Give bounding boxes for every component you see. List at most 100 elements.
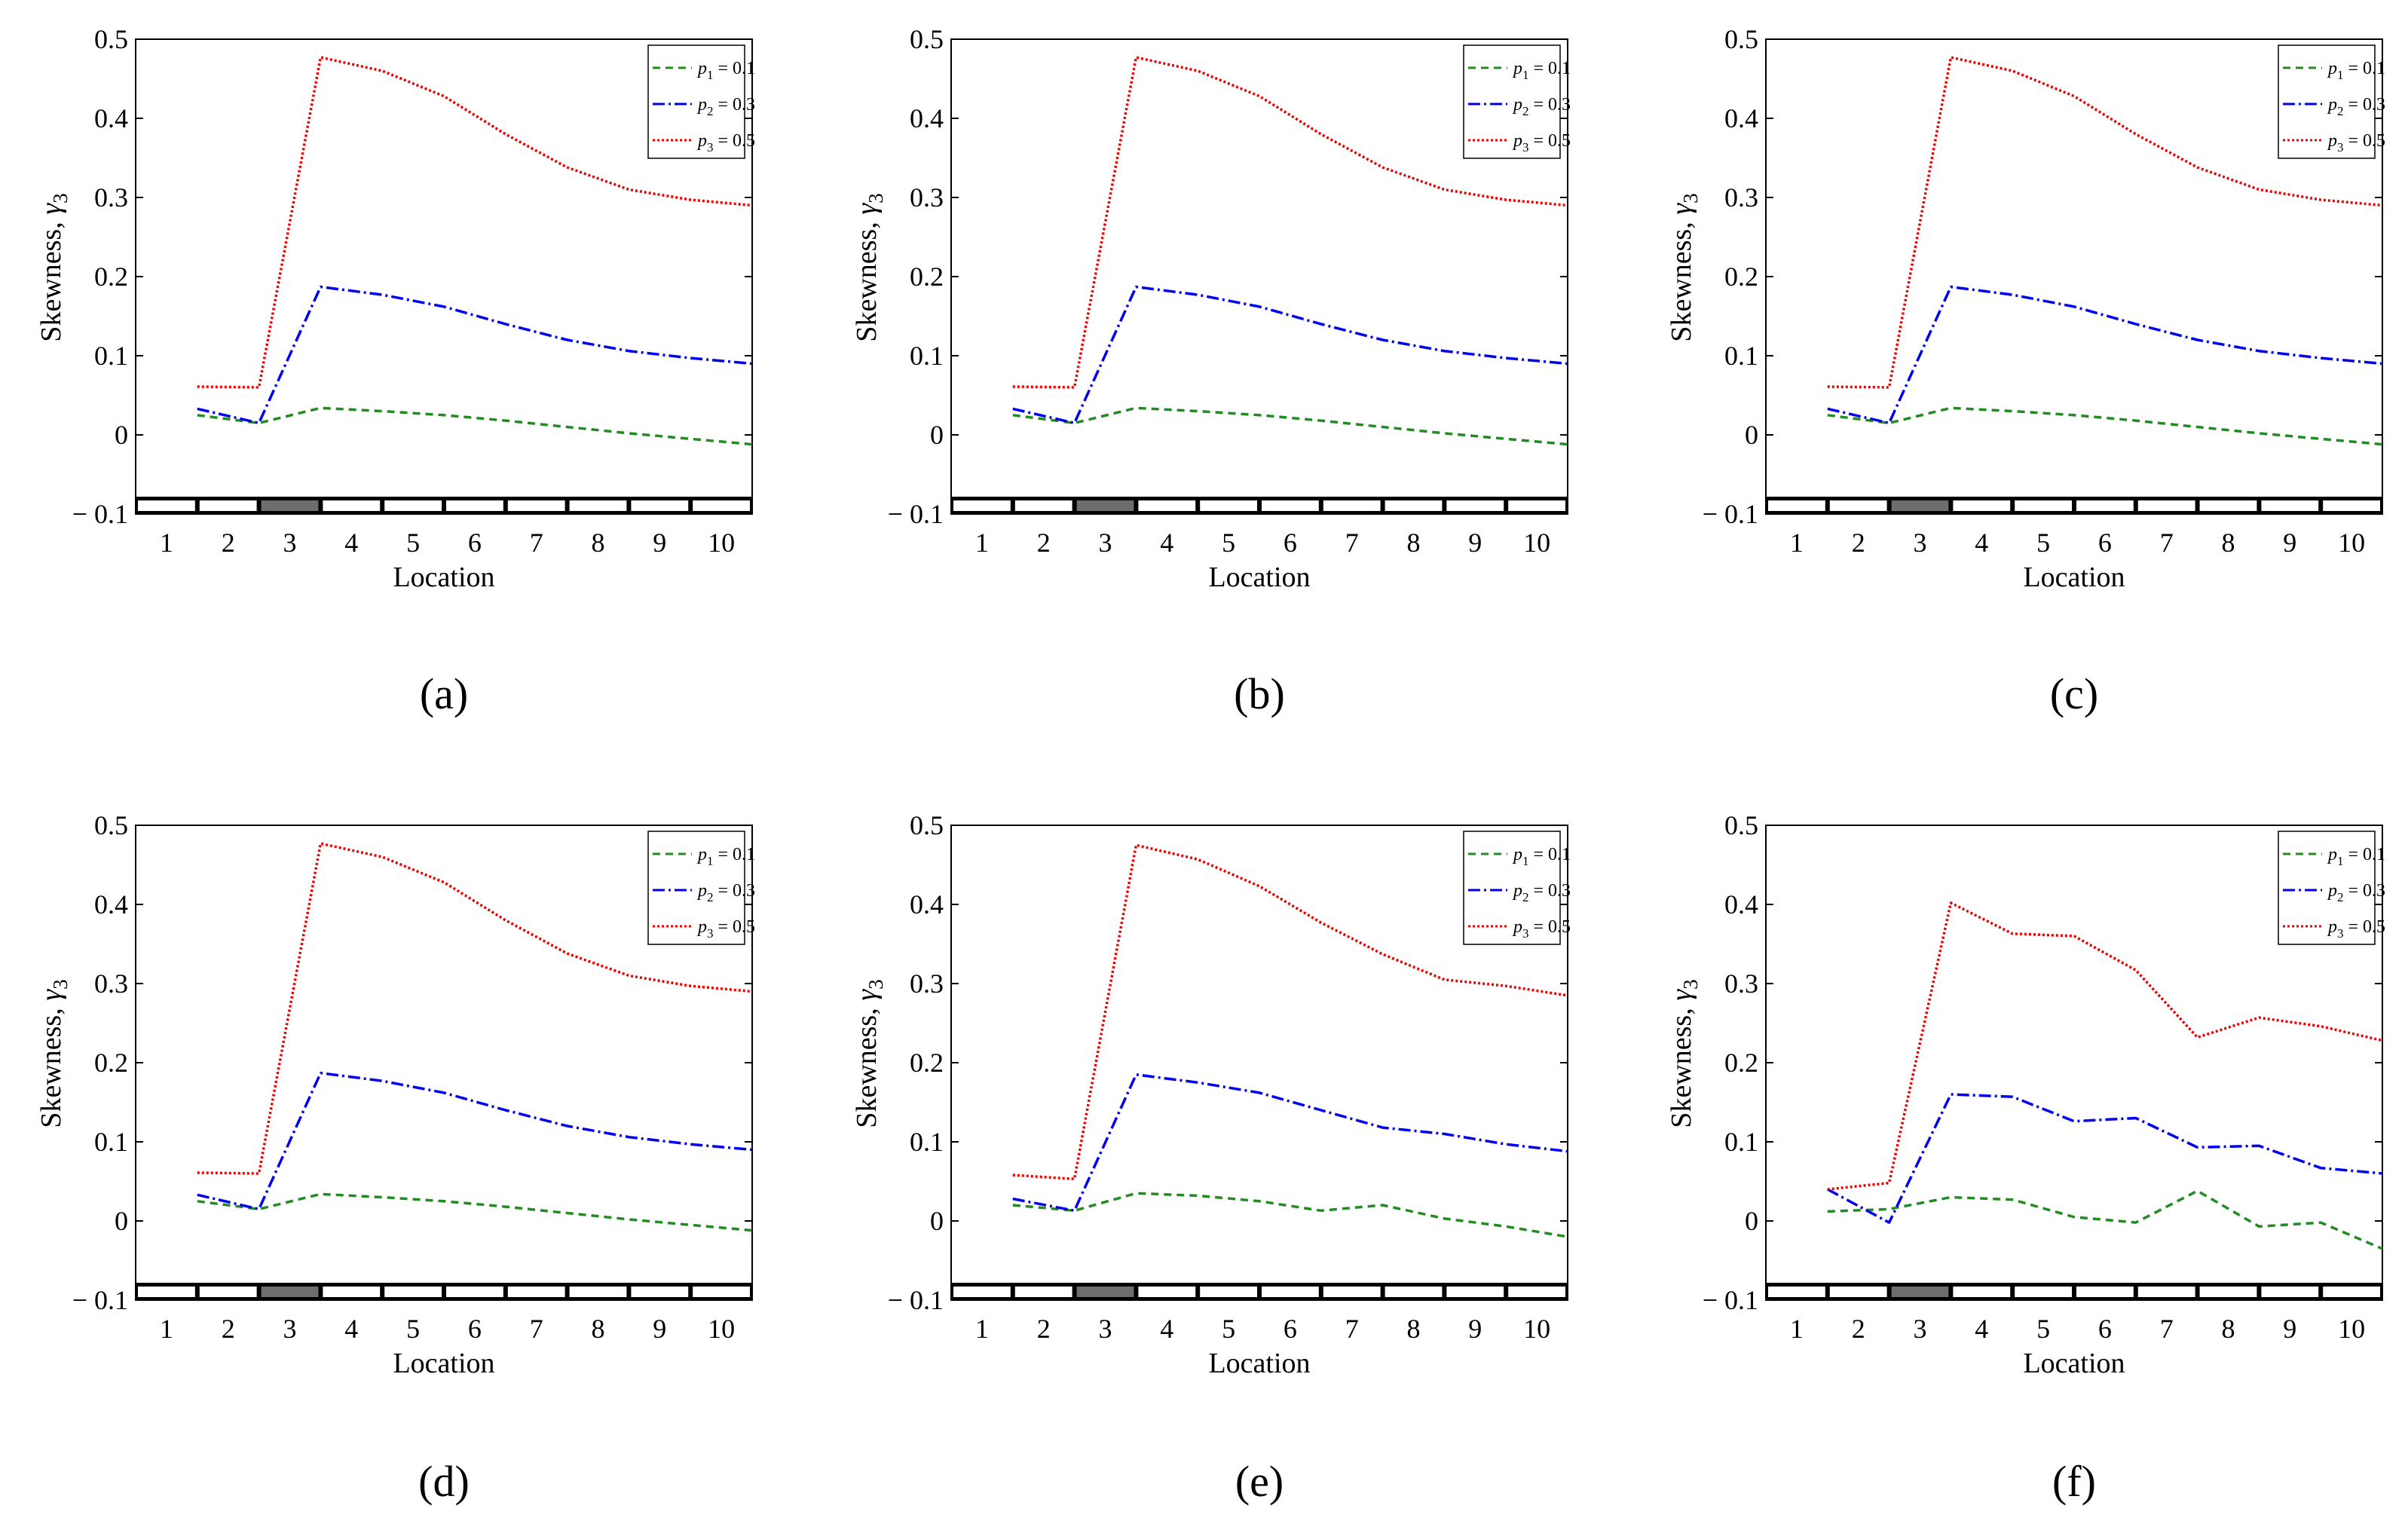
- x-tick-label: 9: [653, 1314, 666, 1344]
- legend-symbol: p: [696, 917, 707, 937]
- y-axis-label: Skewness, γ3: [35, 193, 72, 341]
- y-tick-label: 0.3: [1724, 968, 1758, 999]
- data-point-p3: [2319, 198, 2322, 201]
- data-point-p3: [2073, 95, 2076, 98]
- location-segment: [261, 500, 319, 511]
- location-segment: [199, 500, 257, 511]
- data-point-p1: [196, 414, 199, 417]
- legend-value: = 0.1: [2344, 845, 2386, 864]
- data-point-p2: [258, 1207, 261, 1210]
- data-point-p3: [689, 984, 692, 987]
- data-point-p3: [1949, 901, 1952, 904]
- data-point-p1: [1381, 426, 1385, 429]
- series-line-p3: [1827, 56, 2383, 389]
- location-segment: [507, 500, 565, 511]
- data-point-p1: [1320, 1209, 1323, 1212]
- data-point-p1: [1320, 419, 1323, 422]
- location-segment: [2076, 500, 2134, 511]
- legend-box: [1463, 831, 1561, 945]
- y-tick-label: 0.1: [94, 1127, 128, 1157]
- legend-subscript: 1: [2337, 854, 2344, 868]
- series-line-p3: [197, 842, 753, 1175]
- legend-label-p2: p2 = 0.3: [1512, 95, 1571, 118]
- data-point-p1: [442, 414, 445, 417]
- data-point-p2: [1949, 1093, 1952, 1096]
- data-point-p1: [1566, 1235, 1569, 1238]
- y-axis-label: Skewness, γ3: [851, 979, 887, 1128]
- x-tick-label: 9: [653, 528, 666, 558]
- y-tick-label: 0.5: [910, 810, 944, 840]
- x-tick-label: 3: [1914, 528, 1927, 558]
- x-tick-label: 6: [1284, 528, 1297, 558]
- data-point-p2: [1443, 1133, 1446, 1136]
- y-axis-label-subscript: 3: [49, 979, 72, 990]
- x-tick-label: 8: [2222, 528, 2235, 558]
- data-point-p3: [1320, 921, 1323, 924]
- y-axis-label-text: Skewness,: [1666, 1001, 1697, 1128]
- x-tick-label: 1: [975, 528, 989, 558]
- location-segment: [1891, 1287, 1949, 1297]
- location-segment: [1891, 500, 1949, 511]
- location-segment: [1385, 1287, 1443, 1297]
- data-point-p2: [1320, 323, 1323, 326]
- legend-label-p1: p1 = 0.1: [696, 59, 755, 82]
- x-tick-label: 8: [592, 528, 605, 558]
- y-axis-label-symbol: γ: [851, 989, 883, 1001]
- data-point-p2: [1258, 305, 1261, 308]
- location-segment: [1768, 500, 1825, 511]
- legend-symbol: p: [2327, 131, 2337, 151]
- data-point-p2: [1011, 407, 1014, 410]
- x-tick-label: 4: [344, 528, 358, 558]
- series-line-p2: [1827, 285, 2383, 425]
- data-point-p3: [381, 69, 384, 72]
- location-segment: [1829, 1287, 1887, 1297]
- data-point-p3: [1381, 953, 1385, 956]
- y-tick-label: 0.3: [1724, 182, 1758, 213]
- panel-label: (c): [2050, 669, 2098, 718]
- data-point-p3: [2257, 188, 2260, 191]
- data-point-p1: [1011, 414, 1014, 417]
- data-point-p2: [1258, 1091, 1261, 1094]
- location-segment: [2199, 500, 2257, 511]
- data-point-p3: [504, 919, 507, 922]
- legend-subscript: 3: [707, 926, 714, 941]
- data-point-p2: [751, 363, 754, 366]
- data-point-p1: [381, 410, 384, 413]
- data-point-p1: [1826, 414, 1829, 417]
- location-segment: [1323, 1287, 1381, 1297]
- y-axis-label-symbol: γ: [1666, 989, 1697, 1001]
- data-point-p2: [1073, 1209, 1076, 1212]
- data-point-p2: [2319, 1167, 2322, 1170]
- legend-subscript: 1: [707, 854, 714, 868]
- y-axis-label: Skewness, γ3: [851, 193, 887, 341]
- data-point-p1: [2134, 1221, 2137, 1224]
- series-line-p1: [1012, 406, 1568, 446]
- data-point-p1: [1011, 1204, 1014, 1207]
- y-tick-label: 0.4: [910, 103, 944, 133]
- data-point-p2: [1381, 1126, 1385, 1129]
- x-axis-label: Location: [393, 1348, 494, 1379]
- location-segment: [323, 1287, 381, 1297]
- legend-symbol: p: [2327, 95, 2337, 115]
- y-axis-label-symbol: γ: [1666, 203, 1697, 215]
- data-point-p2: [1134, 1073, 1137, 1076]
- series-line-p1: [1012, 1192, 1568, 1238]
- data-point-p3: [2011, 69, 2014, 72]
- data-point-p3: [1826, 385, 1829, 388]
- data-point-p1: [689, 437, 692, 440]
- legend-subscript: 2: [707, 890, 714, 904]
- data-point-p2: [1826, 407, 1829, 410]
- data-point-p3: [196, 1171, 199, 1174]
- x-tick-label: 2: [222, 1314, 235, 1344]
- x-tick-label: 2: [1852, 1314, 1865, 1344]
- data-point-p3: [2381, 1039, 2384, 1042]
- data-point-p2: [689, 356, 692, 360]
- legend-label-p3: p3 = 0.5: [1512, 917, 1571, 941]
- data-point-p1: [504, 419, 507, 422]
- x-tick-label: 9: [1468, 528, 1482, 558]
- x-tick-label: 3: [283, 528, 297, 558]
- legend-label-p2: p2 = 0.3: [2327, 95, 2385, 118]
- data-point-p3: [1888, 1182, 1891, 1185]
- data-point-p3: [627, 975, 630, 978]
- y-axis-label-subscript: 3: [864, 979, 887, 990]
